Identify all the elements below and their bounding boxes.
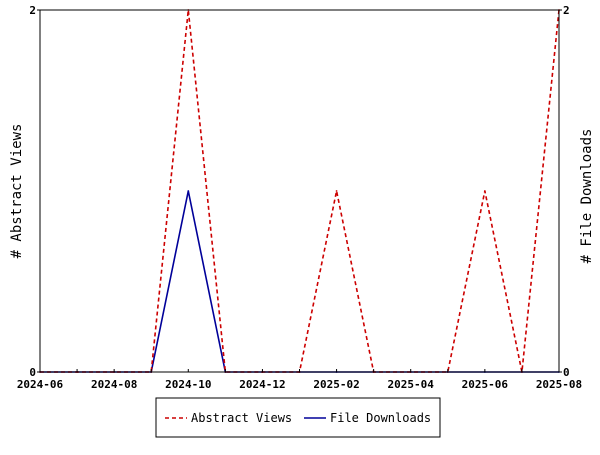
y-tick-label-right: 0 — [563, 366, 570, 379]
x-tick-label: 2025-06 — [462, 378, 509, 391]
data-point-file-downloads — [187, 190, 190, 192]
x-tick-label: 2025-04 — [388, 378, 435, 391]
legend-label-file-downloads: File Downloads — [330, 411, 431, 425]
data-point-abstract-views — [483, 190, 486, 192]
plot-area — [39, 9, 560, 373]
legend: Abstract Views File Downloads — [155, 397, 441, 438]
series-line-file-downloads — [40, 190, 559, 373]
y-tick-label-right: 2 — [563, 4, 570, 17]
x-tick-label: 2025-08 — [536, 378, 582, 391]
data-point-abstract-views — [335, 190, 338, 192]
legend-box — [155, 397, 441, 438]
legend-label-abstract-views: Abstract Views — [191, 411, 292, 425]
y-tick-label-left: 2 — [29, 4, 36, 17]
x-tick-label: 2024-10 — [165, 378, 211, 391]
plot-frame — [39, 9, 560, 373]
x-tick-label: 2025-02 — [313, 378, 359, 391]
x-tick-label: 2024-12 — [239, 378, 285, 391]
x-tick-label: 2024-06 — [17, 378, 64, 391]
y-tick-label-left: 0 — [29, 366, 36, 379]
y-axis-title-left: # Abstract Views — [9, 124, 25, 259]
x-tick-label: 2024-08 — [91, 378, 137, 391]
axes: 2024-06 2024-08 2024-10 2024-12 2025-02 2025-… — [17, 4, 582, 391]
y-axis-title-right: # File Downloads — [579, 129, 595, 264]
series-line-abstract-views — [40, 9, 560, 373]
